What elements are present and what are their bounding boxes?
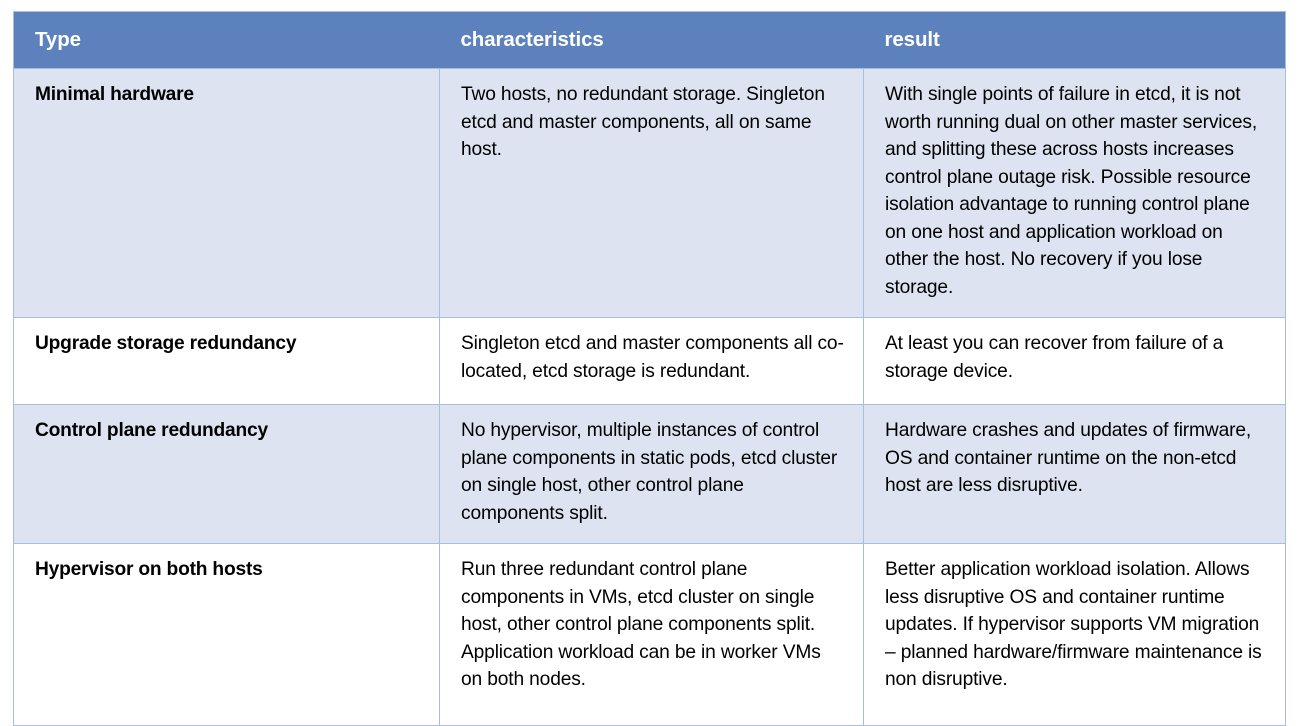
cell-result: Better application workload isolation. A… (863, 543, 1286, 726)
cell-type: Upgrade storage redundancy (13, 317, 440, 405)
table-header: Type characteristics result (13, 11, 1286, 69)
comparison-table: Type characteristics result Minimal hard… (13, 11, 1286, 726)
comparison-table-container: Type characteristics result Minimal hard… (13, 11, 1286, 726)
cell-result: Hardware crashes and updates of firmware… (863, 404, 1286, 544)
cell-characteristics: Run three redundant control plane compon… (439, 543, 864, 726)
cell-characteristics: No hypervisor, multiple instances of con… (439, 404, 864, 544)
cell-characteristics: Two hosts, no redundant storage. Singlet… (439, 68, 864, 318)
table-row: Upgrade storage redundancy Singleton etc… (13, 317, 1286, 405)
table-header-row: Type characteristics result (13, 11, 1286, 69)
table-row: Minimal hardware Two hosts, no redundant… (13, 68, 1286, 318)
cell-result: At least you can recover from failure of… (863, 317, 1286, 405)
table-row: Control plane redundancy No hypervisor, … (13, 404, 1286, 544)
cell-type: Control plane redundancy (13, 404, 440, 544)
cell-result: With single points of failure in etcd, i… (863, 68, 1286, 318)
column-header-characteristics: characteristics (439, 11, 864, 69)
cell-characteristics: Singleton etcd and master components all… (439, 317, 864, 405)
table-body: Minimal hardware Two hosts, no redundant… (13, 68, 1286, 726)
cell-type: Hypervisor on both hosts (13, 543, 440, 726)
table-row: Hypervisor on both hosts Run three redun… (13, 543, 1286, 726)
cell-type: Minimal hardware (13, 68, 440, 318)
column-header-type: Type (13, 11, 440, 69)
column-header-result: result (863, 11, 1286, 69)
